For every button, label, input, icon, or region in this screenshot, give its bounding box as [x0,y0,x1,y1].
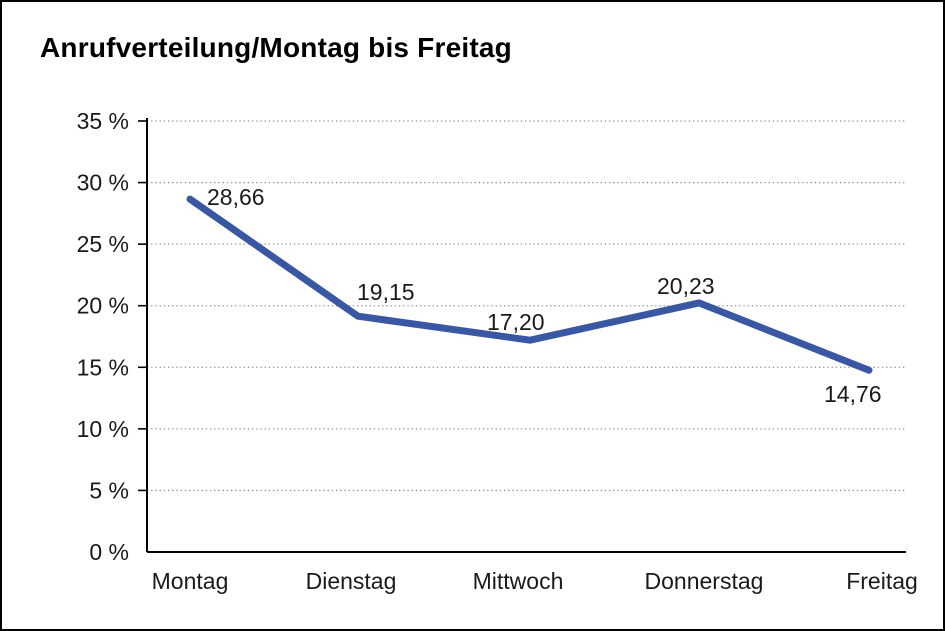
data-point-label: 28,66 [207,184,265,210]
data-point-label: 20,23 [657,273,715,299]
x-category-label: Montag [152,568,229,594]
chart-title: Anrufverteilung/Montag bis Freitag [40,32,512,63]
y-tick-label: 0 % [89,539,129,565]
y-tick-label: 5 % [89,477,129,503]
y-tick-label: 15 % [77,354,129,380]
data-point-label: 17,20 [487,309,545,335]
x-category-label: Mittwoch [473,568,564,594]
data-series-line [186,195,873,374]
data-point-label: 14,76 [824,381,882,407]
y-tick-label: 35 % [77,108,129,134]
y-tick-label: 30 % [77,170,129,196]
x-category-label: Dienstag [306,568,397,594]
x-category-label: Freitag [846,568,918,594]
data-point-label: 19,15 [357,279,415,305]
y-tick-label: 20 % [77,293,129,319]
y-tick-label: 25 % [77,231,129,257]
x-category-label: Donnerstag [645,568,764,594]
y-tick-label: 10 % [77,416,129,442]
